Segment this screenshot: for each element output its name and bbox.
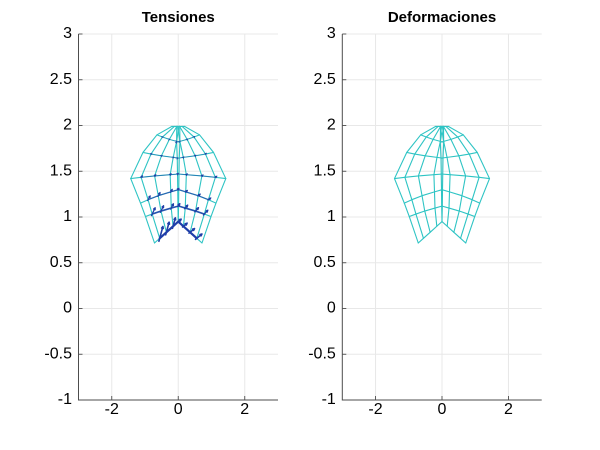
svg-text:1.5: 1.5 (314, 162, 336, 179)
svg-text:0.5: 0.5 (50, 254, 72, 271)
svg-text:1.5: 1.5 (50, 162, 72, 179)
svg-text:2: 2 (63, 117, 72, 134)
svg-text:2: 2 (327, 117, 336, 134)
svg-text:0.5: 0.5 (314, 254, 336, 271)
svg-text:-2: -2 (368, 401, 382, 418)
svg-text:2: 2 (504, 401, 513, 418)
svg-text:-1: -1 (322, 391, 336, 408)
svg-text:1: 1 (63, 208, 72, 225)
svg-text:-0.5: -0.5 (44, 345, 72, 362)
svg-text:-0.5: -0.5 (308, 345, 336, 362)
svg-text:0: 0 (327, 300, 336, 317)
svg-text:0: 0 (438, 401, 447, 418)
svg-text:0: 0 (63, 300, 72, 317)
svg-text:-2: -2 (105, 401, 119, 418)
svg-text:2: 2 (240, 401, 249, 418)
svg-text:-1: -1 (58, 391, 72, 408)
svg-text:1: 1 (327, 208, 336, 225)
svg-text:2.5: 2.5 (314, 71, 336, 88)
svg-text:0: 0 (174, 401, 183, 418)
svg-text:3: 3 (327, 25, 336, 42)
svg-text:2.5: 2.5 (50, 71, 72, 88)
svg-text:3: 3 (63, 25, 72, 42)
svg-text:Tensiones: Tensiones (142, 9, 215, 26)
svg-text:Deformaciones: Deformaciones (388, 9, 496, 26)
